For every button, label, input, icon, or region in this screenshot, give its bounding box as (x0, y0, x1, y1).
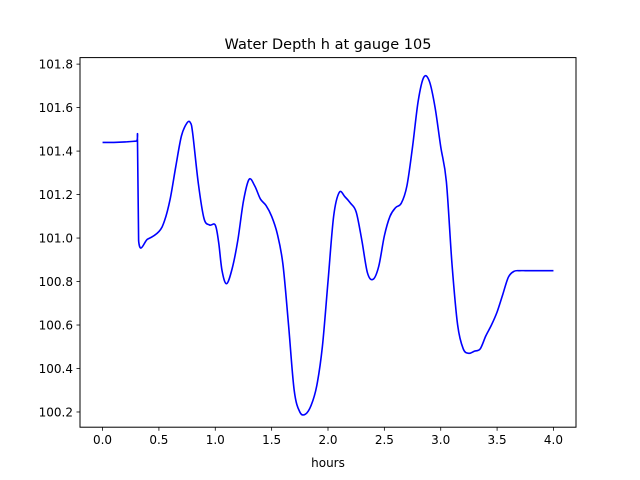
x-tick-label: 2.5 (375, 433, 394, 447)
x-tick-label: 0.5 (149, 433, 168, 447)
y-tick-label: 101.0 (39, 231, 73, 245)
plot-frame (79, 57, 577, 428)
y-tick-label: 101.4 (39, 144, 73, 158)
x-axis-ticks: 0.0 0.5 1.0 1.5 2.0 2.5 3.0 3.5 4.0 (93, 427, 563, 447)
y-tick-label: 100.4 (39, 362, 73, 376)
x-tick-label: 3.5 (488, 433, 507, 447)
x-axis-label: hours (311, 456, 345, 470)
y-tick-label: 101.6 (39, 101, 73, 115)
x-tick-label: 0.0 (93, 433, 112, 447)
x-tick-label: 4.0 (544, 433, 563, 447)
y-tick-label: 101.8 (39, 57, 73, 71)
plot-area (102, 74, 554, 416)
x-tick-label: 1.0 (206, 433, 225, 447)
series-line (102, 74, 554, 416)
y-axis-ticks: 100.2 100.4 100.6 100.8 101.0 101.2 101.4 101.6… (39, 57, 80, 419)
y-tick-label: 100.2 (39, 405, 73, 419)
x-tick-label: 2.0 (318, 433, 337, 447)
chart-title: Water Depth h at gauge 105 (225, 37, 432, 53)
y-tick-label: 100.6 (39, 318, 73, 332)
y-tick-label: 100.8 (39, 275, 73, 289)
x-tick-label: 1.5 (262, 433, 281, 447)
x-tick-label: 3.0 (431, 433, 450, 447)
y-tick-label: 101.2 (39, 188, 73, 202)
